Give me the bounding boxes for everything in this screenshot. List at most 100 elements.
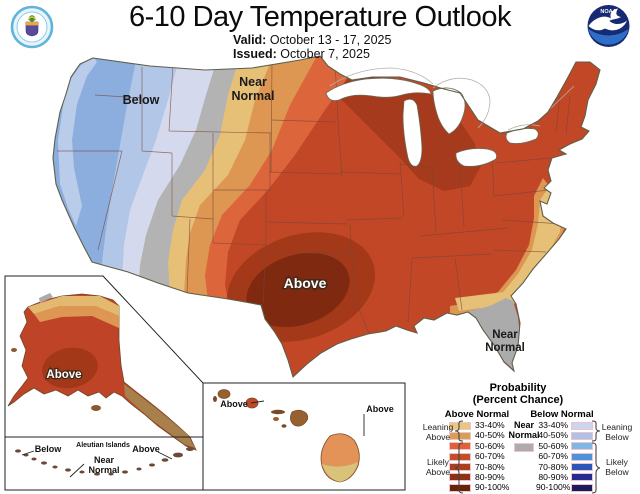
- valid-line: Valid: October 13 - 17, 2025: [233, 33, 391, 47]
- legend-near-line2: Normal: [508, 430, 540, 440]
- canada-lake-outlines: [329, 67, 575, 131]
- aleutian-islands-chain: [15, 447, 194, 476]
- lake-huron: [432, 87, 466, 135]
- valid-issued-block: Valid: October 13 - 17, 2025 Issued: Oct…: [233, 33, 391, 61]
- legend-row: 40-50%: [449, 431, 509, 440]
- legend-row: 70-80%: [536, 462, 593, 472]
- legend-range-label: 50-60%: [538, 440, 568, 451]
- lake-erie: [455, 148, 497, 167]
- island-maui: [290, 409, 309, 427]
- noaa-logo: NOAA: [587, 5, 630, 47]
- lake-ontario: [505, 128, 539, 144]
- aleutian-label-near-2: Normal: [88, 465, 119, 475]
- legend-range-label: 70-80%: [475, 461, 505, 472]
- great-lakes: [325, 77, 539, 167]
- legend-swatch: [449, 463, 471, 472]
- legend-range-label: 90-100%: [536, 482, 571, 493]
- hawaii-label-above-east: Above: [366, 404, 394, 414]
- legend-likely-below-label: Likely Below: [605, 457, 629, 477]
- legend-title-line2: (Percent Chance): [472, 394, 564, 406]
- alaska-gray-cap: [39, 293, 53, 303]
- island-lanai: [273, 417, 279, 421]
- legend-swatch: [571, 421, 593, 430]
- legend-swatch: [449, 431, 471, 440]
- conus-outline: [52, 55, 601, 379]
- island-hawaii-big-south: [322, 462, 358, 482]
- legend-row: 40-50%: [536, 431, 593, 440]
- band-se-coast-40-50: [450, 178, 566, 318]
- issued-line: Issued: October 7, 2025: [233, 47, 391, 61]
- band-florida-33-40: [455, 291, 517, 311]
- legend-likely-above-label: Likely Above: [425, 457, 451, 477]
- legend-row: 80-90%: [536, 472, 593, 482]
- legend-range-label: 60-70%: [475, 451, 505, 462]
- legend-row: 60-70%: [536, 452, 593, 461]
- band-above-80-90-ellipse: [246, 252, 350, 328]
- legend-range-label: 60-70%: [538, 451, 568, 462]
- island-kahoolawe: [281, 424, 287, 428]
- alaska-inset: Above Below Aleutian Islands Near Normal…: [4, 275, 204, 491]
- brace-likely-below: [591, 442, 601, 494]
- aleutian-near-leader: [69, 463, 85, 478]
- legend-swatch: [449, 473, 471, 482]
- legend-range-label: 90-100%: [475, 482, 510, 493]
- brace-leaning-above: [454, 420, 464, 442]
- legend-near-line1: Near: [513, 420, 534, 430]
- state-borders: [57, 59, 571, 337]
- legend-above-header: Above Normal: [444, 409, 510, 420]
- legend-row: 90-100%: [449, 483, 509, 492]
- kodiak-island: [91, 405, 101, 411]
- band-se-coast-33-40: [480, 184, 562, 311]
- conus-label-near-2: Normal: [231, 89, 274, 103]
- alaska-label-above: Above: [46, 369, 81, 381]
- legend-row: 90-100%: [536, 483, 593, 492]
- legend-swatch: [571, 442, 593, 451]
- legend-row: 33-40%: [536, 421, 593, 430]
- aleutian-islands-title: Aleutian Islands: [76, 442, 130, 449]
- legend-swatch: [449, 442, 471, 451]
- legend-range-label: 80-90%: [475, 471, 505, 482]
- alaska-band-70-80: [42, 347, 98, 389]
- conus-label-near-1: Near: [239, 75, 267, 89]
- commerce-seal-logo: [10, 5, 54, 49]
- hawaii-inset-border: [202, 382, 406, 491]
- region-florida-near-normal: [469, 298, 520, 370]
- island-niihau: [213, 396, 217, 402]
- conus-label-below: Below: [123, 93, 160, 107]
- aleutian-label-above: Above: [132, 444, 160, 454]
- issued-value: October 7, 2025: [280, 47, 370, 61]
- legend-near-swatch: [514, 443, 534, 452]
- conus-label-above: Above: [284, 275, 327, 291]
- legend-swatch: [571, 473, 593, 482]
- legend-range-label: 40-50%: [475, 430, 505, 441]
- legend-range-label: 33-40%: [475, 420, 505, 430]
- hawaii-inset: Above Above: [202, 382, 406, 491]
- valid-label: Valid:: [233, 33, 267, 47]
- legend-range-label: 40-50%: [538, 430, 568, 441]
- brace-leaning-below: [591, 420, 601, 442]
- legend-row: 50-60%: [449, 440, 509, 451]
- legend-swatch: [449, 452, 471, 461]
- aleutian-label-near-1: Near: [94, 455, 115, 465]
- legend-row: 70-80%: [449, 461, 509, 472]
- aleutian-label-below: Below: [35, 444, 63, 454]
- lake-michigan: [402, 98, 423, 167]
- legend-below-header: Below Normal: [530, 409, 594, 420]
- aleutian-above-leader: [157, 451, 173, 460]
- lake-superior: [325, 77, 432, 102]
- alaska-band-40-50: [34, 306, 119, 328]
- legend-swatch: [571, 463, 593, 472]
- legend-above-col: 33-40% 40-50% 50-60% 60-70% 70-80% 80-90% 90-1…: [449, 421, 509, 494]
- alaska-west-island: [11, 348, 17, 352]
- legend-range-label: 50-60%: [475, 440, 505, 451]
- legend-below-col: 33-40% 40-50% 50-60% 60-70% 70-80% 80-90% 90-1…: [536, 421, 593, 494]
- legend-row: 50-60%: [536, 440, 593, 451]
- hawaii-west-leader: [250, 400, 265, 404]
- florida-label-near-2: Normal: [485, 342, 525, 354]
- legend-swatch: [571, 483, 593, 492]
- legend-range-label: 33-40%: [538, 420, 568, 430]
- alaska-panhandle-mountains: [124, 384, 195, 448]
- legend-leaning-above-label: Leaning Above: [422, 422, 454, 442]
- valid-value: October 13 - 17, 2025: [269, 33, 392, 47]
- probability-legend: Probability (Percent Chance) Above Norma…: [418, 382, 640, 494]
